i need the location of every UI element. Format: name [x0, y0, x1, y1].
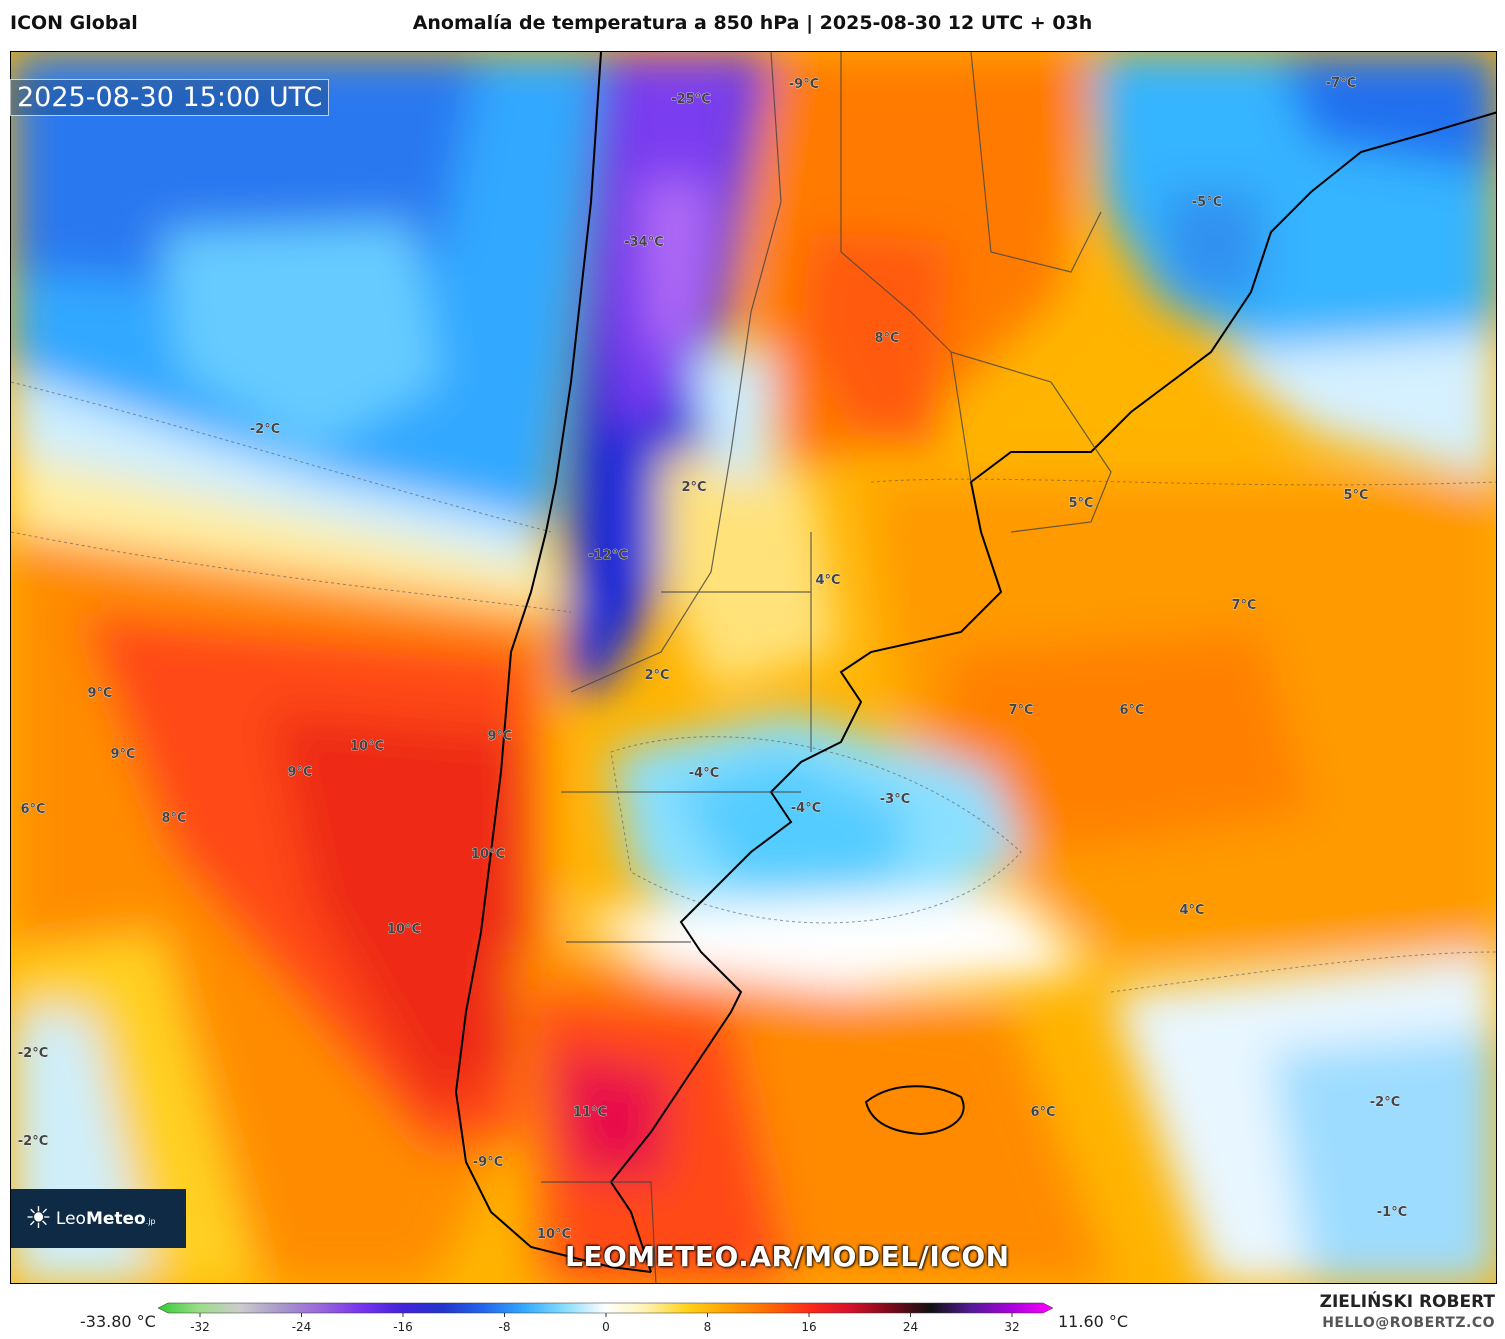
temperature-label: 10°C [350, 739, 384, 754]
temperature-label: -34°C [624, 235, 664, 250]
temperature-label: -5°C [1192, 195, 1222, 210]
temperature-label: 8°C [874, 331, 899, 346]
temperature-label: 5°C [1068, 496, 1093, 511]
colorbar-gradient [158, 1302, 1054, 1314]
temperature-label: -3°C [880, 792, 910, 807]
colorbar-tick-label: -24 [292, 1320, 312, 1334]
temperature-label: 2°C [644, 668, 669, 683]
isolines [11, 381, 1496, 993]
borders [541, 52, 1112, 1283]
leometeo-logo: ☀ LeoMeteo.jp [11, 1189, 186, 1248]
colorbar-tick-label: 16 [801, 1320, 816, 1334]
temperature-label: -9°C [473, 1155, 503, 1170]
colorbar-tick-label: 32 [1004, 1320, 1019, 1334]
map-title: Anomalía de temperatura a 850 hPa | 2025… [412, 12, 1093, 34]
map-canvas: -25°C -9°C -7°C -34°C -5°C 8°C -2°C 2°C 5°C 5°C -1… [11, 52, 1496, 1283]
colorbar-tick-label: 0 [602, 1320, 610, 1334]
temperature-label: 6°C [1030, 1105, 1055, 1120]
temperature-label: -25°C [671, 92, 711, 107]
temperature-label: -4°C [791, 801, 821, 816]
temperature-label: -4°C [689, 766, 719, 781]
temperature-label: -2°C [250, 422, 280, 437]
temperature-label: 7°C [1008, 703, 1033, 718]
temperature-label: -12°C [588, 548, 628, 563]
colorbar-tick-label: 24 [903, 1320, 918, 1334]
site-watermark: LEOMETEO.AR/MODEL/ICON [565, 1240, 1010, 1273]
temperature-label: 10°C [537, 1227, 571, 1242]
temperature-label: 4°C [815, 573, 840, 588]
temperature-label: 9°C [487, 729, 512, 744]
author-name: ZIELIŃSKI ROBERT [1319, 1292, 1495, 1312]
temperature-label: -2°C [1370, 1095, 1400, 1110]
temperature-label: 11°C [573, 1105, 607, 1120]
temperature-label: 5°C [1343, 488, 1368, 503]
temperature-label: 9°C [287, 765, 312, 780]
colorbar-tick-label: -16 [393, 1320, 413, 1334]
temperature-label: -2°C [18, 1046, 48, 1061]
temperature-label: 8°C [161, 811, 186, 826]
logo-text: LeoMeteo.jp [55, 1208, 156, 1229]
temperature-label: 4°C [1179, 903, 1204, 918]
anomaly-field [11, 52, 1496, 1283]
temperature-anomaly-map: -25°C -9°C -7°C -34°C -5°C 8°C -2°C 2°C 5°C 5°C -1… [10, 51, 1497, 1284]
map-labels: -25°C -9°C -7°C -34°C -5°C 8°C -2°C 2°C 5°C 5°C -1… [17, 76, 1407, 1243]
temperature-label: 9°C [87, 686, 112, 701]
temperature-label: 10°C [471, 847, 505, 862]
colorbar-max-label: 11.60 °C [1058, 1312, 1129, 1331]
model-name: ICON Global [10, 12, 138, 34]
coastlines [454, 52, 1496, 1273]
colorbar-tick-label: -32 [190, 1320, 210, 1334]
temperature-label: -7°C [1326, 76, 1356, 91]
temperature-label: 10°C [387, 922, 421, 937]
temperature-label: 7°C [1231, 598, 1256, 613]
author-email: HELLO@ROBERTZ.CO [1322, 1315, 1495, 1331]
colorbar-tick-label: -8 [499, 1320, 511, 1334]
temperature-label: -9°C [789, 77, 819, 92]
temperature-label: 6°C [20, 802, 45, 817]
temperature-label: 9°C [110, 747, 135, 762]
sun-icon: ☀ [25, 1201, 52, 1236]
temperature-label: -1°C [1377, 1205, 1407, 1220]
colorbar: -32 -24 -16 -8 0 8 16 24 32 [158, 1302, 1054, 1334]
valid-time-badge: 2025-08-30 15:00 UTC [10, 79, 330, 116]
temperature-label: -2°C [18, 1134, 48, 1149]
temperature-label: 2°C [681, 480, 706, 495]
colorbar-tick-label: 8 [704, 1320, 712, 1334]
colorbar-min-label: -33.80 °C [80, 1312, 156, 1331]
temperature-label: 6°C [1119, 703, 1144, 718]
